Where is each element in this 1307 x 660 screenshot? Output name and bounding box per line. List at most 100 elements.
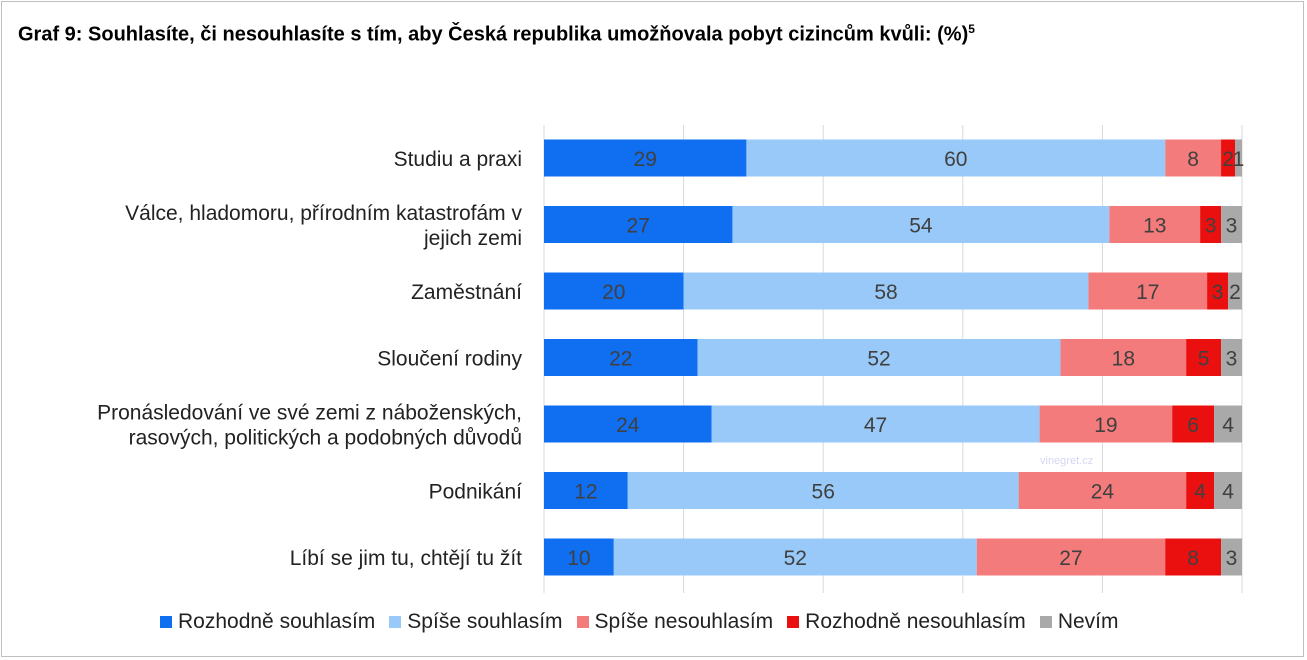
category-label-line: rasových, politických a podobných důvodů	[129, 427, 522, 450]
bar-segment	[544, 405, 712, 443]
value-label: 29	[634, 148, 657, 171]
legend-swatch	[389, 616, 402, 628]
value-label: 52	[867, 348, 890, 371]
value-label: 3	[1226, 215, 1238, 238]
value-label: 20	[602, 281, 625, 304]
chart-title-text: Graf 9: Souhlasíte, či nesouhlasíte s tí…	[18, 23, 969, 46]
value-label: 52	[784, 547, 807, 570]
value-label: 22	[609, 348, 632, 371]
bar-segment	[1165, 538, 1222, 576]
bar-segment	[544, 139, 747, 177]
value-label: 54	[909, 215, 933, 238]
category-label-line: Sloučení rodiny	[377, 348, 522, 371]
value-label: 2	[1222, 148, 1234, 171]
legend-item: Spíše nesouhlasím	[576, 610, 774, 634]
value-label: 6	[1187, 414, 1199, 437]
value-label: 18	[1112, 348, 1135, 371]
bar-segment	[746, 139, 1166, 177]
bar-segment	[1221, 538, 1242, 576]
bar-segment	[1214, 405, 1242, 443]
legend-swatch	[1039, 616, 1052, 628]
value-label: 17	[1136, 281, 1159, 304]
value-label: 19	[1094, 414, 1117, 437]
bar-segment	[1214, 472, 1242, 509]
bar-segment	[1186, 472, 1215, 509]
category-label: Líbí se jim tu, chtějí tu žít	[290, 547, 522, 570]
bar-segment	[1221, 339, 1242, 376]
category-labels: Studiu a praxi Válce, hladomoru, přírodní…	[97, 148, 522, 570]
value-label: 2	[1229, 281, 1241, 304]
category-label: Válce, hladomoru, přírodním katastrofám …	[125, 202, 522, 250]
bar-segment	[1039, 405, 1173, 443]
category-label-line: Podnikání	[429, 481, 523, 504]
value-label: 3	[1226, 348, 1238, 371]
watermark-site: vinegret.cz	[1040, 455, 1093, 467]
bar-segment	[544, 538, 614, 576]
legend-label: Rozhodně nesouhlasím	[805, 610, 1026, 633]
title-footnote: 5	[968, 22, 975, 36]
bar-segment	[1221, 139, 1236, 177]
bar-segment	[544, 472, 628, 509]
bar-segment	[544, 339, 698, 376]
legend-swatch	[576, 616, 589, 628]
bar-segment	[1207, 272, 1229, 310]
category-label-line: Válce, hladomoru, přírodním katastrofám …	[125, 202, 522, 225]
category-label: Zaměstnání	[411, 281, 522, 304]
value-label: 24	[616, 414, 640, 437]
value-label: 13	[1143, 215, 1166, 238]
value-label: 4	[1222, 414, 1234, 437]
category-label: Pronásledování ve své zemi z náboženskýc…	[97, 402, 522, 450]
category-label-line: Líbí se jim tu, chtějí tu žít	[290, 547, 522, 570]
category-label-line: Zaměstnání	[411, 281, 522, 304]
value-label: 60	[944, 148, 967, 171]
bar-segment	[1018, 472, 1187, 509]
bar-segment	[683, 272, 1089, 310]
bar-segment	[1060, 339, 1187, 376]
bar-segment	[697, 339, 1061, 376]
value-label: 8	[1187, 547, 1199, 570]
bar-segment	[1088, 272, 1208, 310]
bar-segment	[1186, 339, 1222, 376]
value-label: 1	[1233, 148, 1245, 171]
bar-segment	[1165, 139, 1222, 177]
legend-item: Rozhodně nesouhlasím	[787, 610, 1026, 634]
legend-label: Spíše souhlasím	[407, 610, 563, 633]
value-label: 3	[1205, 215, 1217, 238]
bar-segment	[1228, 272, 1242, 310]
legend-swatch	[160, 616, 172, 628]
value-label: 24	[1091, 481, 1115, 504]
category-label: Studiu a praxi	[394, 148, 522, 171]
legend-label: Nevím	[1057, 610, 1119, 633]
bar-segment	[1109, 206, 1201, 243]
category-label-line: jejich zemi	[423, 227, 522, 250]
bar-segment	[1172, 405, 1215, 443]
bar-segment	[711, 405, 1040, 443]
value-label: 3	[1212, 281, 1224, 304]
value-label: 4	[1194, 481, 1206, 504]
value-label: 56	[812, 481, 835, 504]
value-label: 58	[874, 281, 897, 304]
legend-item: Spíše souhlasím	[389, 610, 563, 634]
legend-label: Spíše nesouhlasím	[594, 610, 774, 633]
value-label: 10	[567, 547, 590, 570]
bar-segment	[1221, 206, 1242, 243]
category-label-line: Pronásledování ve své zemi z náboženskýc…	[97, 402, 522, 425]
category-label: Podnikání	[429, 481, 523, 504]
legend-item: Rozhodně souhlasím	[160, 610, 375, 634]
bar-segment	[613, 538, 977, 576]
chart-title: Graf 9: Souhlasíte, či nesouhlasíte s tí…	[18, 22, 975, 47]
value-label: 47	[864, 414, 887, 437]
bar-segment	[1200, 206, 1222, 243]
bar-segment	[1235, 139, 1242, 177]
value-label: 4	[1222, 481, 1234, 504]
bar-segment	[544, 272, 684, 310]
bar-segment	[976, 538, 1166, 576]
legend-label: Rozhodně souhlasím	[178, 610, 376, 633]
value-label: 27	[1059, 547, 1082, 570]
bar-segment	[544, 206, 733, 243]
bar-segment	[627, 472, 1019, 509]
legend-swatch	[787, 616, 800, 628]
value-label: 8	[1187, 148, 1199, 171]
